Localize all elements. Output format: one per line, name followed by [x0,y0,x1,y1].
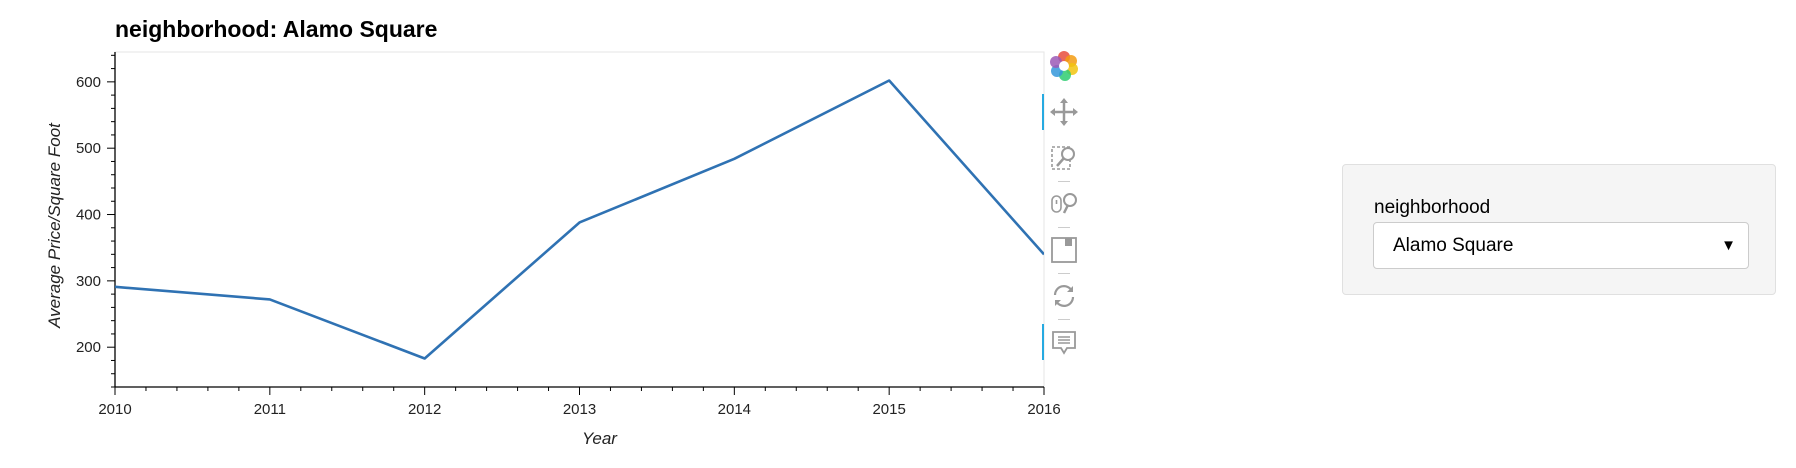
y-axis-label: Average Price/Square Foot [45,122,64,329]
plot-title: neighborhood: Alamo Square [115,16,438,42]
line-chart[interactable]: 2010 2011 2012 2013 2014 2015 2016 200 300 400 500… [0,0,1060,468]
box-zoom-tool-button[interactable] [1044,140,1084,176]
save-tool-button[interactable] [1044,232,1084,268]
box-zoom-icon [1051,146,1075,170]
hover-tool-button[interactable] [1042,324,1084,360]
bokeh-logo-icon[interactable] [1044,48,1084,84]
hover-icon [1052,331,1076,355]
neighborhood-select[interactable]: Alamo Square ▼ [1373,222,1749,269]
select-value: Alamo Square [1393,235,1514,256]
save-icon [1051,237,1077,263]
x-tick-label: 2012 [408,401,441,418]
y-tick-label: 400 [76,207,101,224]
plot-toolbar [1042,48,1084,378]
x-axis-label: Year [582,429,618,448]
x-tick-label: 2014 [718,401,751,418]
toolbar-separator [1058,273,1070,274]
wheel-zoom-tool-button[interactable] [1044,186,1084,222]
x-tick-label: 2016 [1027,401,1060,418]
toolbar-separator [1058,227,1070,228]
y-tick-label: 300 [76,273,101,290]
reset-icon [1053,285,1075,307]
plot-frame [114,51,1045,388]
select-label: neighborhood [1374,197,1491,218]
reset-tool-button[interactable] [1044,278,1084,314]
y-tick-label: 600 [76,74,101,91]
y-tick-label: 500 [76,140,101,157]
series-line[interactable] [115,79,1044,360]
wheel-zoom-icon [1051,193,1077,214]
toolbar-separator [1058,181,1070,182]
x-tick-label: 2010 [98,401,131,418]
y-tick-label: 200 [76,339,101,356]
pan-icon [1050,98,1078,126]
chevron-down-icon: ▼ [1721,237,1736,254]
x-tick-label: 2011 [254,401,286,418]
pan-tool-button[interactable] [1042,94,1084,130]
x-tick-label: 2013 [563,401,596,418]
x-tick-label: 2015 [872,401,905,418]
neighborhood-widget: neighborhood Alamo Square ▼ [1342,164,1776,295]
toolbar-separator [1058,319,1070,320]
